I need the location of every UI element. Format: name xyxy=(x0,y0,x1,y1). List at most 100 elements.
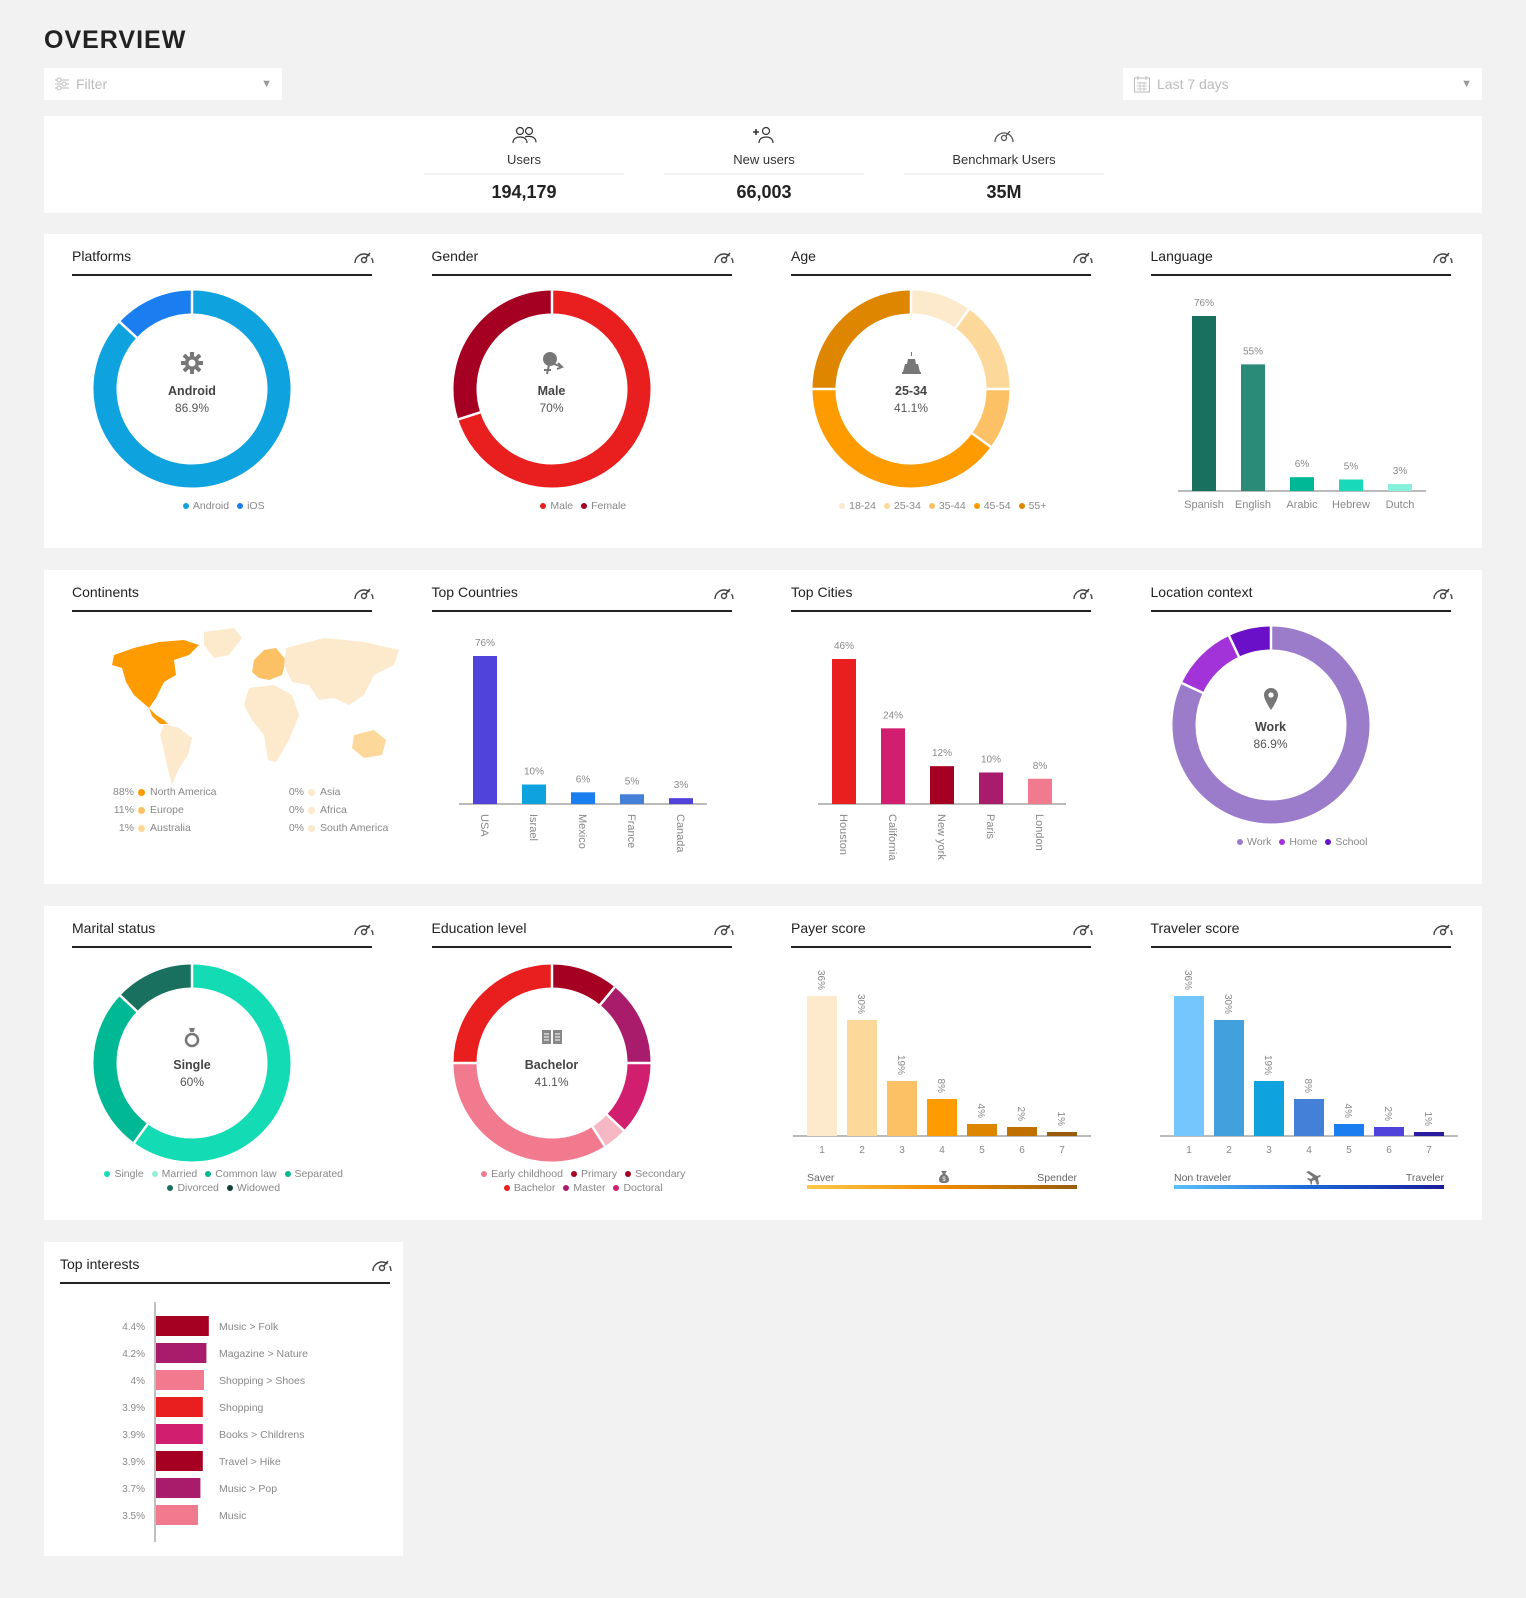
bar-4[interactable] xyxy=(927,1099,957,1136)
continent-item[interactable]: Africa xyxy=(308,804,438,816)
bar-new-york[interactable] xyxy=(930,766,954,804)
legend-item[interactable]: Common law xyxy=(205,1168,277,1180)
panel-header: Top interests xyxy=(60,1256,392,1284)
legend-item[interactable]: Male xyxy=(540,500,573,512)
legend-item[interactable]: Secondary xyxy=(625,1168,685,1180)
map-region-north-america[interactable] xyxy=(112,640,199,708)
bar-france[interactable] xyxy=(619,794,644,804)
gauge-icon[interactable] xyxy=(1431,920,1455,941)
bar-english[interactable] xyxy=(1240,364,1265,491)
bar-3[interactable] xyxy=(1253,1081,1284,1136)
map-region-australia[interactable] xyxy=(352,730,386,758)
legend-item[interactable]: 45-54 xyxy=(973,500,1011,512)
legend-item[interactable]: Doctoral xyxy=(613,1182,663,1194)
bar-6[interactable] xyxy=(1007,1127,1037,1136)
bar-6[interactable] xyxy=(1373,1127,1404,1136)
bar-category-label: Shopping xyxy=(219,1402,264,1414)
legend-item[interactable]: iOS xyxy=(237,500,265,512)
stat-label: Users xyxy=(424,152,624,175)
gauge-icon[interactable] xyxy=(1431,584,1455,605)
interests-card: Top interests 4.4% Music > Folk 4.2% Magazin… xyxy=(44,1242,403,1556)
legend-item[interactable]: Single xyxy=(104,1168,144,1180)
panel-title: Platforms xyxy=(72,248,132,264)
map-region-asia[interactable] xyxy=(284,638,399,705)
continent-item[interactable]: South America xyxy=(308,822,438,834)
bar-books-childrens[interactable] xyxy=(156,1424,203,1444)
legend-item[interactable]: 18-24 xyxy=(839,500,876,512)
bar-houston[interactable] xyxy=(832,659,856,804)
bar-music[interactable] xyxy=(156,1505,198,1525)
bar-music-pop[interactable] xyxy=(156,1478,201,1498)
donut-center: Single 60% xyxy=(122,1025,262,1089)
filter-dropdown[interactable]: Filter ▼ xyxy=(44,68,282,100)
legend-item[interactable]: 35-44 xyxy=(928,500,966,512)
bar-music-folk[interactable] xyxy=(156,1316,209,1336)
bar-5[interactable] xyxy=(967,1124,997,1136)
legend-item[interactable]: Married xyxy=(151,1168,197,1180)
legend-item[interactable]: 25-34 xyxy=(883,500,921,512)
date-range-dropdown[interactable]: Last 7 days ▼ xyxy=(1123,68,1482,100)
bar-hebrew[interactable] xyxy=(1338,479,1363,491)
legend-item[interactable]: Early childhood xyxy=(481,1168,563,1180)
gauge-icon[interactable] xyxy=(1071,248,1095,269)
gauge-icon[interactable] xyxy=(1431,248,1455,269)
legend-dot xyxy=(581,503,588,509)
map-region-europe[interactable] xyxy=(252,648,286,680)
legend-item[interactable]: Android xyxy=(182,500,229,512)
bar-7[interactable] xyxy=(1047,1132,1077,1136)
legend-item[interactable]: Widowed xyxy=(226,1182,280,1194)
continent-item[interactable]: North America xyxy=(138,786,268,798)
donut-center-value: 41.1% xyxy=(534,1075,569,1089)
continent-item[interactable]: Europe xyxy=(138,804,268,816)
bar-7[interactable] xyxy=(1413,1132,1444,1136)
bar-spanish[interactable] xyxy=(1191,316,1216,491)
bar-usa[interactable] xyxy=(472,656,497,804)
map-region-south-america[interactable] xyxy=(160,724,192,785)
legend-item[interactable]: Master xyxy=(563,1182,605,1194)
bar-2[interactable] xyxy=(1213,1020,1244,1136)
map-region-central-america[interactable] xyxy=(149,708,168,724)
bar-london[interactable] xyxy=(1028,778,1052,804)
bar-israel[interactable] xyxy=(521,784,546,804)
bar-travel-hike[interactable] xyxy=(156,1451,203,1471)
gauge-icon[interactable] xyxy=(1071,584,1095,605)
gauge-icon[interactable] xyxy=(712,920,736,941)
legend-item[interactable]: Divorced xyxy=(167,1182,219,1194)
bar-magazine-nature[interactable] xyxy=(156,1343,207,1363)
continent-item[interactable]: Asia xyxy=(308,786,438,798)
map-region-greenland[interactable] xyxy=(204,628,242,658)
bar-1[interactable] xyxy=(807,996,837,1136)
legend-item[interactable]: Separated xyxy=(284,1168,343,1180)
gauge-icon[interactable] xyxy=(370,1256,394,1277)
legend-item[interactable]: Work xyxy=(1237,836,1271,848)
bar-value-label: 2% xyxy=(1382,1107,1393,1122)
continent-item[interactable]: Australia xyxy=(138,822,268,834)
gauge-icon[interactable] xyxy=(352,248,376,269)
bar-arabic[interactable] xyxy=(1289,477,1314,491)
legend-item[interactable]: Home xyxy=(1279,836,1317,848)
bar-shopping-shoes[interactable] xyxy=(156,1370,204,1390)
bar-shopping[interactable] xyxy=(156,1397,203,1417)
gauge-icon[interactable] xyxy=(352,920,376,941)
legend-item[interactable]: Female xyxy=(581,500,626,512)
bar-paris[interactable] xyxy=(979,772,1003,804)
bar-mexico[interactable] xyxy=(570,792,595,804)
legend-item[interactable]: Bachelor xyxy=(503,1182,555,1194)
gauge-icon[interactable] xyxy=(712,584,736,605)
legend-item[interactable]: 55+ xyxy=(1018,500,1046,512)
donut-center: Android 86.9% xyxy=(122,351,262,415)
bar-canada[interactable] xyxy=(668,798,693,804)
gauge-icon[interactable] xyxy=(712,248,736,269)
gauge-icon[interactable] xyxy=(352,584,376,605)
bar-california[interactable] xyxy=(881,728,905,804)
bar-dutch[interactable] xyxy=(1387,484,1412,491)
bar-5[interactable] xyxy=(1333,1124,1364,1136)
map-region-africa[interactable] xyxy=(244,685,299,762)
legend-item[interactable]: Primary xyxy=(570,1168,617,1180)
bar-1[interactable] xyxy=(1173,996,1204,1136)
legend-item[interactable]: School xyxy=(1325,836,1367,848)
bar-2[interactable] xyxy=(847,1020,877,1136)
bar-3[interactable] xyxy=(887,1081,917,1136)
bar-4[interactable] xyxy=(1293,1099,1324,1136)
gauge-icon[interactable] xyxy=(1071,920,1095,941)
